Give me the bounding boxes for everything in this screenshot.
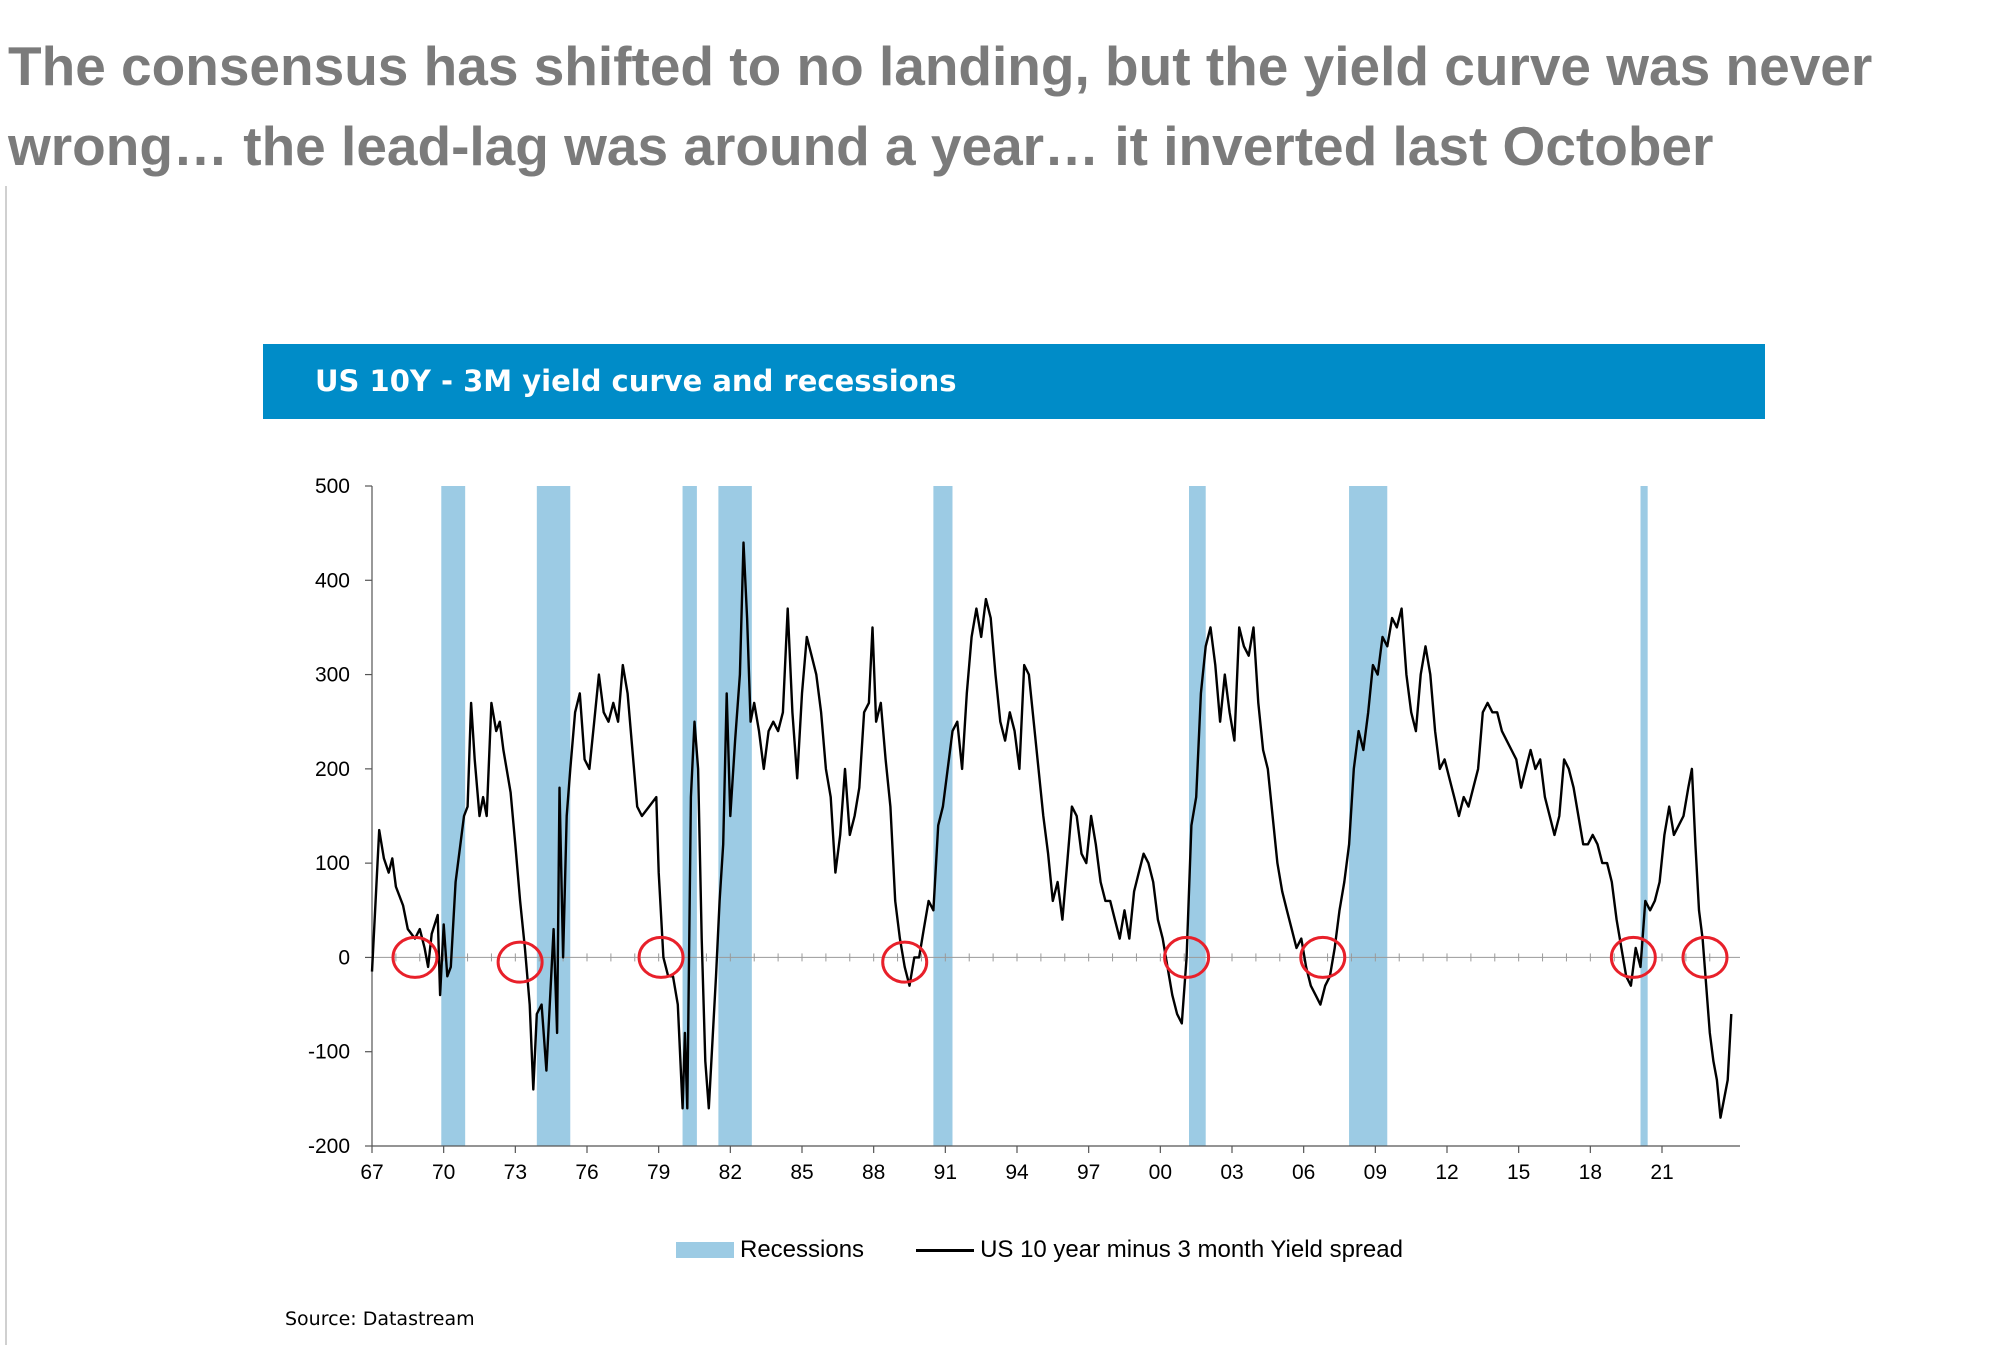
inversion-marker-0: [391, 935, 439, 979]
inversion-marker-7: [1681, 935, 1729, 979]
x-tick-label: 67: [360, 1161, 383, 1184]
x-tick-label: 94: [1005, 1161, 1029, 1184]
inversion-marker-6: [1609, 935, 1657, 979]
legend-item-recessions: Recessions: [676, 1236, 864, 1264]
recession-band-0: [441, 486, 466, 1146]
chart-title: US 10Y - 3M yield curve and recessions: [315, 364, 957, 398]
x-tick-label: 88: [862, 1161, 885, 1184]
recession-band-4: [933, 486, 953, 1146]
x-tick-label: 12: [1435, 1161, 1458, 1184]
x-tick-label: 85: [790, 1161, 813, 1184]
x-tick-label: 18: [1579, 1161, 1602, 1184]
left-divider: [5, 186, 7, 1345]
x-tick-label: 09: [1364, 1161, 1387, 1184]
headline: The consensus has shifted to no landing,…: [8, 35, 1873, 177]
x-tick-label: 82: [719, 1161, 742, 1184]
x-tick-label: 76: [575, 1161, 598, 1184]
inversion-marker-4: [1163, 935, 1211, 979]
x-tick-label: 00: [1149, 1161, 1172, 1184]
source-note: Source: Datastream: [285, 1308, 475, 1330]
y-tick-label: -200: [308, 1135, 350, 1158]
chart-legend: Recessions US 10 year minus 3 month Yiel…: [676, 1234, 1455, 1266]
x-tick-label: 91: [934, 1161, 957, 1184]
y-tick-label: -100: [308, 1041, 350, 1064]
recession-band-6: [1349, 486, 1388, 1146]
yield-curve-chart: -200 -100 0 100 200 300 400 500 67 70 73 76 79 82 85 88…: [308, 475, 1740, 1184]
x-tick-label: 21: [1650, 1161, 1673, 1184]
x-tick-label: 06: [1292, 1161, 1315, 1184]
x-tick-label: 79: [647, 1161, 670, 1184]
x-tick-label: 70: [432, 1161, 455, 1184]
spread-swatch: [916, 1248, 975, 1252]
recession-band-1: [536, 486, 571, 1146]
y-tick-label: 100: [315, 852, 350, 875]
y-tick-label: 300: [315, 664, 350, 687]
inversion-marker-1: [496, 940, 544, 984]
x-tick-label: 73: [504, 1161, 527, 1184]
chart-title-bar: US 10Y - 3M yield curve and recessions: [263, 344, 1765, 419]
recession-swatch: [676, 1242, 734, 1258]
x-tick-label: 15: [1507, 1161, 1530, 1184]
x-tick-label: 03: [1220, 1161, 1243, 1184]
x-tick-label: 97: [1077, 1161, 1100, 1184]
y-tick-label: 500: [315, 475, 350, 498]
legend-item-spread: US 10 year minus 3 month Yield spread: [916, 1236, 1403, 1264]
legend-label-recessions: Recessions: [740, 1236, 865, 1263]
y-tick-label: 400: [315, 569, 350, 592]
inversion-marker-2: [637, 935, 685, 979]
legend-label-spread: US 10 year minus 3 month Yield spread: [980, 1236, 1403, 1263]
recession-band-5: [1189, 486, 1206, 1146]
y-tick-label: 200: [315, 758, 350, 781]
inversion-marker-3: [881, 940, 929, 984]
recession-band-7: [1640, 486, 1648, 1146]
inversion-marker-5: [1299, 935, 1347, 979]
spread-series-line: [370, 541, 1733, 1119]
y-tick-label: 0: [338, 946, 350, 969]
